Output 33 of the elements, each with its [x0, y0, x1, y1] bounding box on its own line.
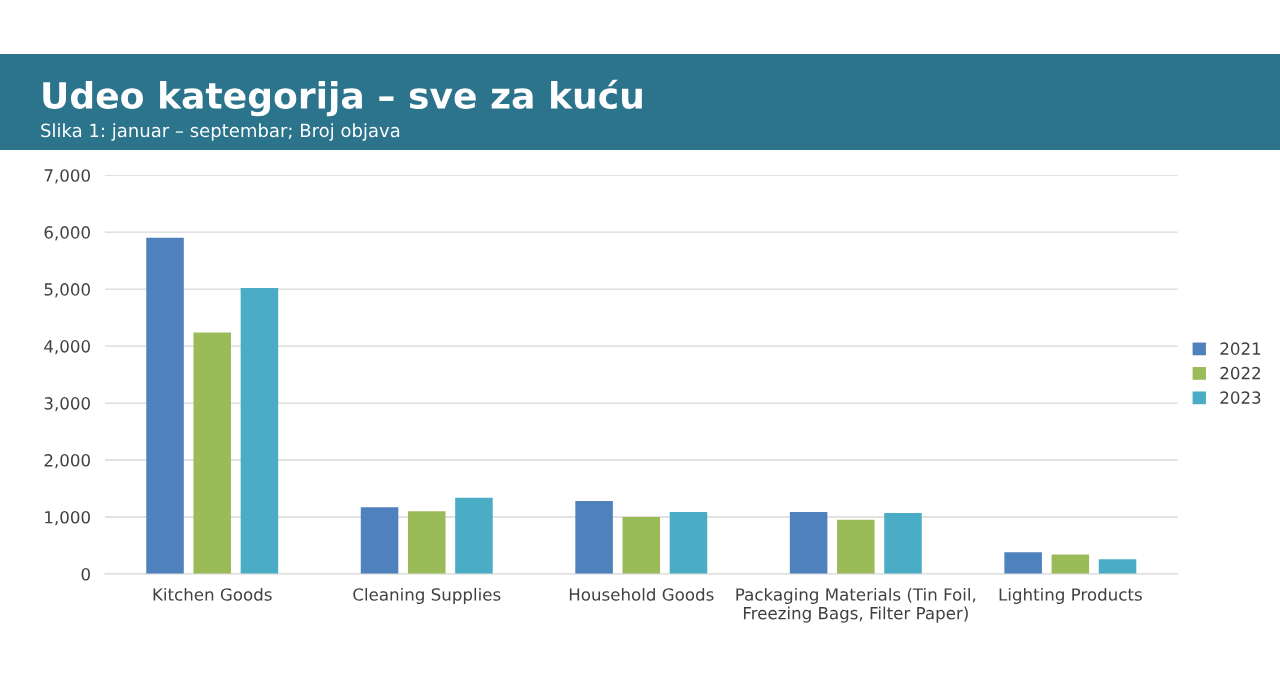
bar [360, 507, 399, 574]
legend-label: 2021 [1220, 342, 1261, 355]
x-tick-label: Household Goods [569, 587, 714, 601]
y-tick-label: 5,000 [44, 283, 90, 298]
x-tick-label: Lighting Products [999, 587, 1142, 605]
legend-label: 2022 [1220, 366, 1261, 380]
y-tick-label: 4,000 [44, 340, 90, 355]
bar [1004, 552, 1042, 574]
bar [407, 511, 446, 574]
bar [669, 511, 708, 574]
x-tick-label: Packaging Materials (Tin Foil, Freezing Bags, Filter Paper) [736, 587, 976, 623]
bar [146, 237, 184, 574]
bar [575, 501, 613, 574]
y-tick-label: 0 [81, 567, 90, 581]
chart-subtitle: Slika 1: januar – septembar; Broj objava [41, 123, 400, 141]
bar [837, 519, 875, 574]
y-tick-label: 1,000 [45, 510, 90, 526]
bar [240, 287, 279, 574]
bar [193, 332, 231, 574]
bar [884, 513, 922, 574]
y-tick-label: 2,000 [44, 454, 90, 469]
bar [1051, 554, 1090, 574]
bar [1098, 559, 1137, 574]
bar [455, 497, 493, 574]
legend-label: 2023 [1220, 391, 1261, 404]
bar [789, 511, 828, 574]
x-tick-label: Kitchen Goods [153, 587, 272, 601]
bar [622, 517, 661, 574]
chart-title: Udeo kategorija – sve za kuću [43, 79, 642, 117]
y-tick-label: 6,000 [44, 226, 90, 241]
x-tick-label: Cleaning Supplies [353, 587, 501, 605]
y-tick-label: 7,000 [44, 169, 90, 184]
y-tick-label: 3,000 [44, 397, 90, 412]
